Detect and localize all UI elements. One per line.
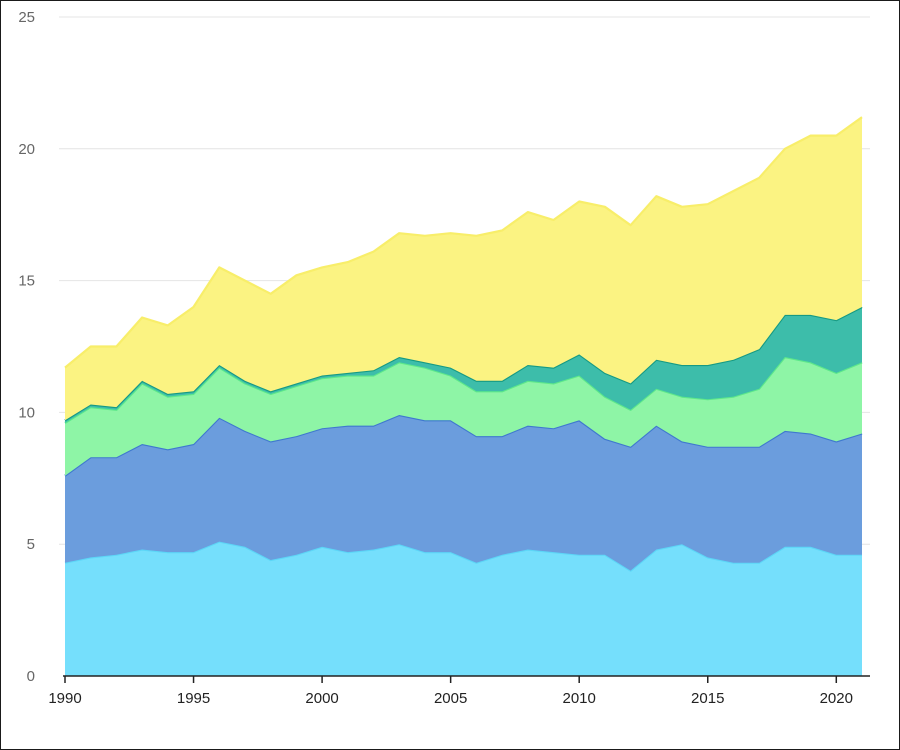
y-tick-label: 10	[18, 404, 35, 421]
x-tick-label: 2000	[305, 690, 338, 707]
area-series	[64, 116, 863, 676]
x-tick-label: 1990	[48, 690, 81, 707]
x-tick-label: 2010	[563, 690, 596, 707]
area-series-5	[65, 117, 862, 421]
y-tick-label: 20	[18, 141, 35, 158]
area-series-3	[65, 357, 862, 476]
area-line-series-4	[64, 306, 863, 422]
y-tick-label: 25	[18, 9, 35, 26]
x-tick-label: 2015	[691, 690, 724, 707]
x-axis: 1990 1995 2000 2005 2010 2015 2020	[48, 675, 870, 707]
area-series-2	[65, 415, 862, 571]
y-tick-label: 0	[27, 668, 35, 685]
area-series-1	[65, 541, 862, 676]
area-line-series-5	[64, 116, 863, 369]
y-tick-label: 15	[18, 273, 35, 290]
x-tick-label: 1995	[177, 690, 210, 707]
y-tick-label: 5	[27, 536, 35, 553]
x-tick-label: 2005	[434, 690, 467, 707]
y-axis: 0 5 10 15 20 25	[18, 9, 35, 685]
x-tick-label: 2020	[820, 690, 853, 707]
